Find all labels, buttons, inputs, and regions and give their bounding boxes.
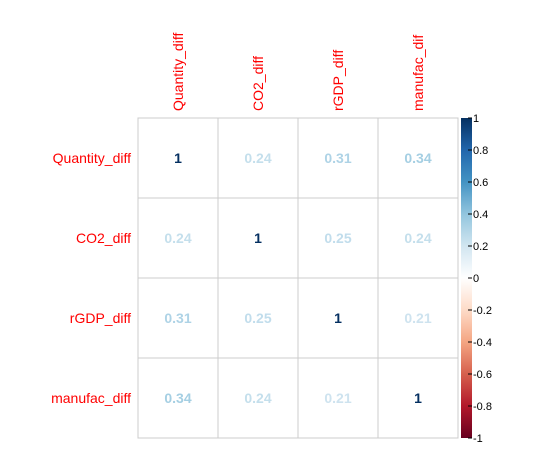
heatmap-cell xyxy=(377,197,459,279)
row-label: Quantity_diff xyxy=(53,150,131,166)
column-label: rGDP_diff xyxy=(330,50,346,111)
cell-value-label: 1 xyxy=(334,310,342,326)
heatmap-cells xyxy=(137,117,459,439)
cell-value-label: 0.25 xyxy=(244,310,271,326)
colorbar-gradient xyxy=(461,118,472,438)
colorbar-tick-label: 0.8 xyxy=(473,145,488,157)
heatmap-cell xyxy=(217,197,299,279)
colorbar-tick-label: 0.2 xyxy=(473,241,488,253)
cell-value-label: 0.25 xyxy=(324,230,351,246)
colorbar-tick-label: -0.6 xyxy=(473,369,492,381)
column-labels: Quantity_diff CO2_diff rGDP_diff manufac_di… xyxy=(170,33,426,111)
column-label: Quantity_diff xyxy=(170,33,186,111)
heatmap-cell xyxy=(137,197,219,279)
colorbar-tick-label: -1 xyxy=(473,433,483,445)
heatmap-cell xyxy=(377,277,459,359)
row-labels: Quantity_diff CO2_diff rGDP_diff manufac_di… xyxy=(51,150,131,406)
cell-value-label: 1 xyxy=(254,230,262,246)
cell-value-label: 0.21 xyxy=(404,310,431,326)
colorbar-tick-label: 0.4 xyxy=(473,209,488,221)
cell-value-label: 0.31 xyxy=(324,150,351,166)
heatmap-cell xyxy=(137,117,219,199)
colorbar-tick-label: 1 xyxy=(473,113,479,125)
cell-value-label: 0.24 xyxy=(404,230,431,246)
row-label: manufac_diff xyxy=(51,390,131,406)
heatmap-cell xyxy=(217,357,299,439)
colorbar-tick-label: -0.8 xyxy=(473,401,492,413)
cell-value-label: 1 xyxy=(414,390,422,406)
cell-value-label: 0.24 xyxy=(244,150,271,166)
column-label: manufac_dif xyxy=(410,35,426,111)
heatmap-values: 1 0.24 0.31 0.34 0.24 1 0.25 0.24 0.31 0.25 1 0.21 0… xyxy=(164,150,431,406)
cell-value-label: 1 xyxy=(174,150,182,166)
cell-value-label: 0.34 xyxy=(404,150,431,166)
cell-value-label: 0.21 xyxy=(324,390,351,406)
heatmap-cell xyxy=(217,117,299,199)
heatmap-cell xyxy=(377,117,459,199)
colorbar: 1 0.8 0.6 0.4 0.2 0 -0.2 -0.4 -0.6 -0.8 -1 xyxy=(461,113,492,445)
colorbar-tick-label: -0.2 xyxy=(473,305,492,317)
heatmap-cell xyxy=(137,357,219,439)
row-label: CO2_diff xyxy=(76,230,131,246)
row-label: rGDP_diff xyxy=(70,310,131,326)
cell-value-label: 0.31 xyxy=(164,310,191,326)
colorbar-tick-label: -0.4 xyxy=(473,337,492,349)
heatmap-cell xyxy=(377,357,459,439)
cell-value-label: 0.24 xyxy=(244,390,271,406)
cell-value-label: 0.34 xyxy=(164,390,191,406)
heatmap-cell xyxy=(297,117,379,199)
heatmap-cell xyxy=(217,277,299,359)
colorbar-tick-label: 0 xyxy=(473,273,479,285)
cell-value-label: 0.24 xyxy=(164,230,191,246)
colorbar-tick-label: 0.6 xyxy=(473,177,488,189)
column-label: CO2_diff xyxy=(250,56,266,111)
